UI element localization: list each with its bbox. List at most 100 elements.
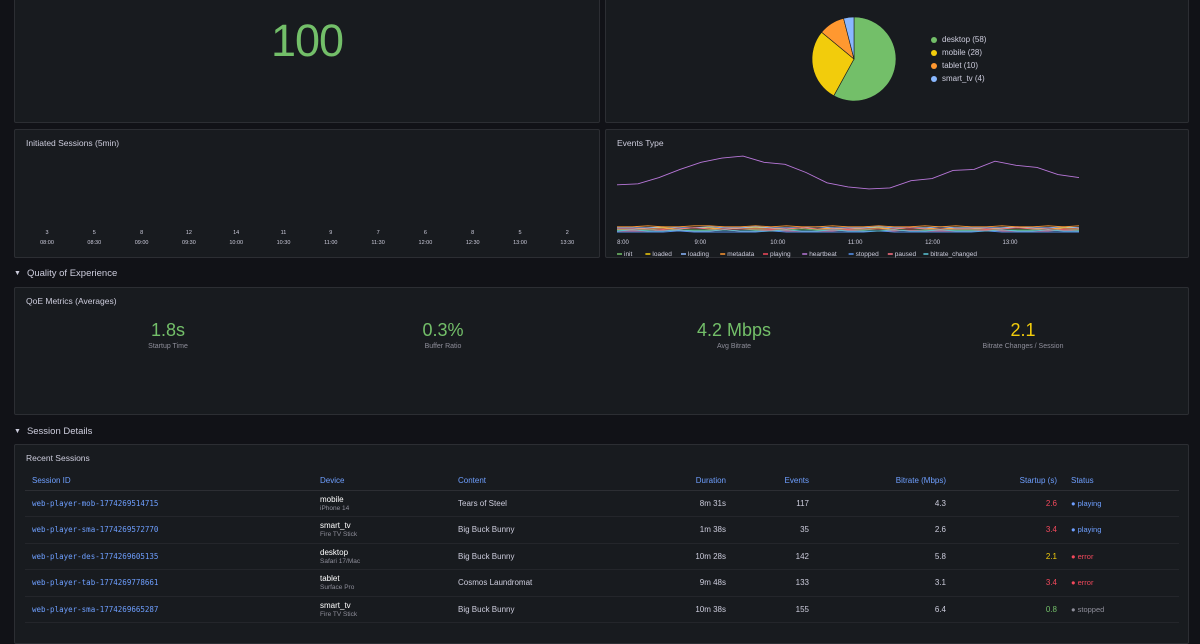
status-cell: ● error (1064, 543, 1179, 570)
x-tick-label: 13:00 (513, 240, 527, 246)
bar-value-label: 8 (471, 230, 474, 236)
qoe-row-header[interactable]: ▼ Quality of Experience (14, 268, 117, 279)
pie-slice-0[interactable] (833, 16, 897, 102)
qoe-stat-value: 1.8s (150, 320, 186, 340)
bitrate-cell: 2.6 (816, 516, 953, 544)
legend-label: loaded (652, 251, 672, 258)
table-row[interactable]: web-player-sma-1774269572770 smart_tv Fire… (25, 516, 1179, 544)
legend-item[interactable]: loaded (645, 251, 672, 258)
x-tick-label: 09:30 (182, 240, 196, 246)
bitrate-cell: 6.4 (816, 596, 953, 623)
x-tick-label: 9:00 (695, 240, 707, 246)
x-tick-label: 8:00 (617, 240, 629, 246)
events-cell: 142 (733, 543, 816, 570)
legend-label: paused (895, 251, 917, 258)
x-tick-label: 12:30 (466, 240, 480, 246)
events-cell: 117 (733, 490, 816, 517)
pie-slice-1[interactable] (811, 31, 855, 97)
table-row[interactable]: web-player-tab-1774269778661 tablet Surfac… (25, 569, 1179, 597)
device-model: Safari 17/Mac (320, 557, 361, 565)
session-details-row-header[interactable]: ▼ Session Details (14, 426, 92, 437)
legend-item[interactable]: smart_tv (4) (931, 74, 985, 83)
x-tick-label: 12:00 (925, 240, 941, 246)
legend-item[interactable]: stopped (848, 251, 880, 258)
device-model: Fire TV Stick (320, 610, 358, 618)
total-sessions-panel: 100 (14, 0, 600, 123)
bar-value-label: 6 (424, 230, 427, 236)
events-cell: 133 (733, 569, 816, 597)
legend-label: smart_tv (4) (942, 74, 985, 83)
column-header-session-id[interactable]: Session ID (25, 472, 313, 491)
status-badge: ● playing (1071, 498, 1102, 508)
column-header-startup[interactable]: Startup (s) (953, 472, 1064, 491)
legend-item[interactable]: loading (681, 251, 709, 258)
content-cell: Tears of Steel (451, 490, 621, 517)
session-id-link[interactable]: web-player-tab-1774269778661 (25, 569, 313, 597)
duration-cell: 10m 38s (621, 596, 733, 623)
table-row[interactable]: web-player-des-1774269605135 desktop Safar… (25, 543, 1179, 570)
legend-item[interactable]: paused (887, 251, 917, 258)
legend-dot-icon (931, 75, 937, 82)
qoe-metrics-panel: QoE Metrics (Averages) 1.8s Startup Time 0… (14, 287, 1189, 415)
legend-item[interactable]: init (617, 251, 633, 258)
session-id-link[interactable]: web-player-mob-1774269514715 (25, 490, 313, 517)
startup-cell: 2.1 (953, 543, 1064, 570)
device-model: Surface Pro (320, 584, 355, 592)
legend-dot-icon (931, 49, 937, 56)
status-cell: ● stopped (1064, 596, 1179, 623)
table-row[interactable]: web-player-mob-1774269514715 mobile iPhone… (25, 490, 1179, 517)
session-id-link[interactable]: web-player-sma-1774269665287 (25, 596, 313, 623)
legend-item[interactable]: desktop (58) (931, 35, 986, 44)
table-row[interactable]: web-player-sma-1774269665287 smart_tv Fire… (25, 596, 1179, 623)
x-tick-label: 11:00 (848, 240, 863, 246)
events-type-title: Events Type (617, 138, 664, 148)
series-line-bitrate_changed (616, 229, 1079, 232)
device-cell: smart_tv Fire TV Stick (313, 596, 451, 623)
column-header-events[interactable]: Events (733, 472, 816, 491)
legend-item[interactable]: metadata (720, 251, 755, 258)
legend-item[interactable]: mobile (28) (931, 48, 982, 57)
bar-value-label: 14 (233, 230, 239, 236)
bar-value-label: 5 (518, 230, 521, 236)
legend-item[interactable]: heartbeat (802, 251, 837, 258)
column-header-bitrate[interactable]: Bitrate (Mbps) (816, 472, 953, 491)
device-cell: desktop Safari 17/Mac (313, 543, 451, 570)
column-header-duration[interactable]: Duration (621, 472, 733, 491)
collapse-caret-icon[interactable]: ▼ (14, 270, 21, 277)
device-cell: smart_tv Fire TV Stick (313, 516, 451, 544)
bar-value-label: 7 (377, 230, 380, 236)
bitrate-cell: 5.8 (816, 543, 953, 570)
legend-dot-icon (931, 62, 937, 69)
x-tick-label: 13:30 (560, 240, 574, 246)
device-type: smart_tv (320, 600, 351, 610)
qoe-stat-label: Avg Bitrate (716, 343, 752, 350)
device-distribution-panel: desktop (58) mobile (28) tablet (10) smart_… (605, 0, 1189, 123)
collapse-caret-icon[interactable]: ▼ (14, 428, 21, 435)
column-header-device[interactable]: Device (313, 472, 451, 491)
device-cell: tablet Surface Pro (313, 569, 451, 597)
column-header-status[interactable]: Status (1064, 472, 1179, 491)
qoe-stat-label: Startup Time (148, 343, 188, 350)
legend-label: init (624, 251, 633, 258)
content-cell: Big Buck Bunny (451, 516, 621, 544)
column-header-content[interactable]: Content (451, 472, 621, 491)
session-id-link[interactable]: web-player-des-1774269605135 (25, 543, 313, 570)
legend-dot-icon (931, 36, 937, 43)
bar-value-label: 5 (93, 230, 96, 236)
events-cell: 155 (733, 596, 816, 623)
qoe-row-title: Quality of Experience (26, 268, 118, 279)
legend-item[interactable]: bitrate_changed (923, 251, 977, 258)
legend-item[interactable]: playing (763, 251, 791, 258)
session-details-row-title: Session Details (26, 426, 93, 437)
status-cell: ● playing (1064, 490, 1179, 517)
qoe-stat-value: 0.3% (422, 320, 464, 340)
initiated-sessions-panel: Initiated Sessions (5min) 3 08:00 5 08:30 8 0… (14, 129, 600, 258)
legend-item[interactable]: tablet (10) (931, 61, 978, 70)
session-id-link[interactable]: web-player-sma-1774269572770 (25, 516, 313, 544)
x-tick-label: 10:30 (277, 240, 291, 246)
table-header-row: Session ID Device Content Duration Event… (25, 472, 1179, 491)
startup-cell: 0.8 (953, 596, 1064, 623)
legend-label: mobile (28) (942, 48, 983, 57)
x-tick-label: 11:00 (324, 240, 337, 246)
pie-slice-3[interactable] (843, 16, 855, 60)
